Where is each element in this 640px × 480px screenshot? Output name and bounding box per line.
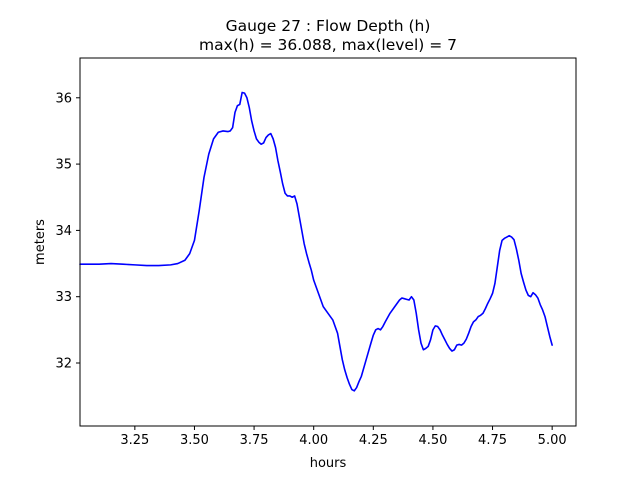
plot-series bbox=[79, 91, 553, 392]
y-axis-label: meters bbox=[33, 219, 48, 265]
chart-title-line-2: max(h) = 36.088, max(level) = 7 bbox=[199, 36, 457, 54]
x-tick-label: 4.50 bbox=[418, 433, 447, 448]
y-tick-label: 32 bbox=[55, 357, 72, 372]
plot-frame bbox=[79, 57, 577, 427]
y-tick-label: 33 bbox=[55, 290, 72, 305]
x-tick-label: 3.25 bbox=[120, 433, 149, 448]
x-axis-label: hours bbox=[310, 456, 347, 471]
y-tick-label: 36 bbox=[55, 91, 72, 106]
x-tick-label: 5.00 bbox=[538, 433, 567, 448]
x-tick-label: 3.75 bbox=[240, 433, 269, 448]
x-tick-label: 4.75 bbox=[478, 433, 507, 448]
x-tick-label: 3.50 bbox=[180, 433, 209, 448]
y-tick-label: 35 bbox=[55, 158, 72, 173]
y-axis: 32 33 34 35 36 bbox=[55, 91, 80, 372]
x-axis: 3.25 3.50 3.75 4.00 4.25 4.50 4.75 5.00 bbox=[120, 426, 567, 448]
y-tick-label: 34 bbox=[55, 224, 72, 239]
series-line-0 bbox=[79, 91, 553, 392]
x-tick-label: 4.00 bbox=[299, 433, 328, 448]
x-tick-label: 4.25 bbox=[359, 433, 388, 448]
chart-title-line-1: Gauge 27 : Flow Depth (h) bbox=[226, 17, 431, 35]
